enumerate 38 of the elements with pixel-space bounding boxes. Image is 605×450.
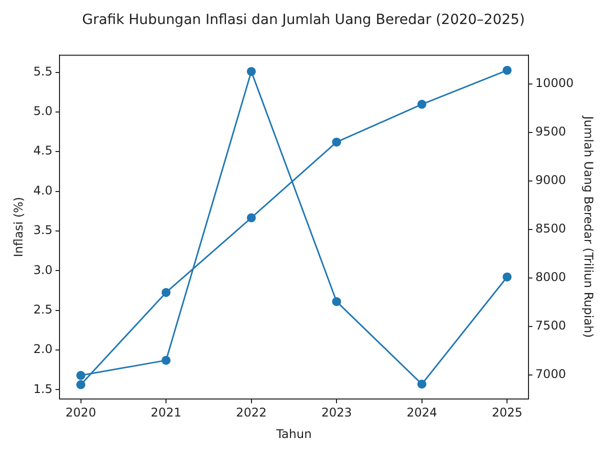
y2-tick-label: 9500 [535, 124, 566, 139]
y-tick-label: 1.5 [33, 382, 52, 396]
y2-tick-label: 10000 [535, 76, 574, 90]
x-tick-label: 2021 [150, 406, 182, 420]
x-axis-title: Tahun [275, 426, 312, 441]
y-tick-label: 3.0 [33, 262, 52, 277]
point [332, 297, 342, 306]
point [246, 213, 256, 222]
point [76, 370, 86, 380]
y-tick-label: 3.5 [33, 223, 52, 238]
y2-tick-label: 7000 [535, 367, 566, 382]
y-tick-label: 4.0 [33, 183, 52, 198]
y-tick-label: 2.5 [33, 302, 52, 316]
x-tick-label: 2020 [66, 406, 96, 420]
point [162, 356, 171, 365]
point [76, 380, 86, 390]
x-tick-label: 2024 [406, 406, 438, 420]
y-tick-label: 4.5 [33, 144, 52, 158]
point [502, 272, 512, 282]
y-axis-title: Inflasi (%) [11, 196, 26, 258]
y2-axis-title: Jumlah Uang Beredar (Triliun Rupiah) [582, 115, 596, 338]
y-tick-label: 5.5 [33, 64, 52, 78]
x-tick-label: 2022 [236, 406, 267, 420]
y-tick-label: 5.0 [33, 104, 52, 118]
point [246, 66, 256, 76]
chart-title: Grafik Hubungan Inflasi dan Jumlah Uang Beredar (2020–2025) [82, 12, 525, 28]
point [332, 138, 342, 147]
x-tick-label: 2023 [321, 406, 352, 420]
point [417, 100, 426, 109]
y2-tick-label: 7500 [535, 318, 566, 333]
point [417, 380, 426, 389]
x-tick-label: 2025 [492, 406, 522, 420]
y2-tick-label: 8000 [535, 270, 566, 284]
point [162, 288, 171, 297]
point [502, 66, 512, 75]
y-tick-label: 2.0 [33, 342, 52, 356]
y2-tick-label: 8500 [535, 222, 566, 236]
y2-tick-label: 9000 [535, 173, 566, 188]
